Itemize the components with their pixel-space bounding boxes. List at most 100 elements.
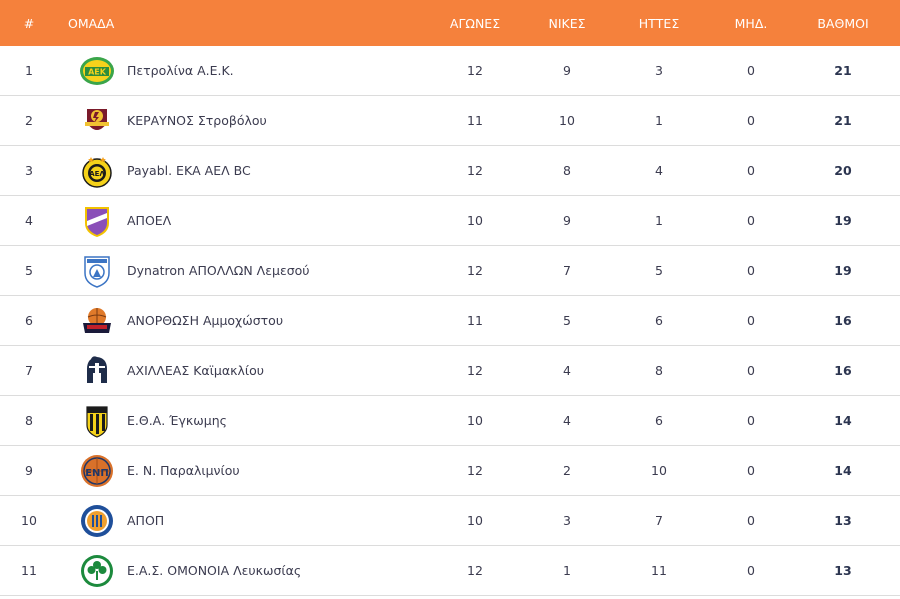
team-name: Ε. Ν. Παραλιμνίου xyxy=(127,463,240,478)
svg-text:ΕΝΠ: ΕΝΠ xyxy=(85,468,109,479)
team-cell: Dynatron ΑΠΟΛΛΩΝ Λεμεσού xyxy=(68,246,428,295)
row-losses: 3 xyxy=(655,63,663,78)
row-played: 12 xyxy=(467,63,483,78)
row-draws: 0 xyxy=(747,413,755,428)
row-points: 13 xyxy=(834,563,852,578)
row-wins: 4 xyxy=(563,363,571,378)
row-losses: 6 xyxy=(655,313,663,328)
team-name: Payabl. ΕΚΑ ΑΕΛ BC xyxy=(127,163,251,178)
row-played: 12 xyxy=(467,163,483,178)
team-cell: ΕΝΠ Ε. Ν. Παραλιμνίου xyxy=(68,446,428,495)
enp-logo-icon: ΕΝΠ xyxy=(81,454,113,487)
row-pos: 3 xyxy=(25,163,33,178)
row-draws: 0 xyxy=(747,163,755,178)
row-points: 20 xyxy=(834,163,852,178)
keravnos-logo-icon xyxy=(85,108,109,130)
row-points: 21 xyxy=(834,113,852,128)
row-pos: 1 xyxy=(25,63,33,78)
header-pos: # xyxy=(23,15,35,31)
table-row: 11 Ε.Α.Σ. ΟΜΟΝΟΙΑ Λευκωσίας 12 1 11 0 13 xyxy=(0,546,900,596)
row-losses: 1 xyxy=(655,113,663,128)
row-losses: 8 xyxy=(655,363,663,378)
row-points: 19 xyxy=(834,213,852,228)
team-cell: Ε.Θ.Α. Έγκωμης xyxy=(68,396,428,445)
row-pos: 10 xyxy=(21,513,37,528)
table-header: # ΟΜΑΔΑ ΑΓΩΝΕΣ ΝΙΚΕΣ ΗΤΤΕΣ ΜΗΔ. ΒΑΘΜΟΙ xyxy=(0,0,900,46)
row-wins: 5 xyxy=(563,313,571,328)
row-pos: 7 xyxy=(25,363,33,378)
row-losses: 6 xyxy=(655,413,663,428)
header-draws: ΜΗΔ. xyxy=(734,15,768,31)
row-wins: 1 xyxy=(563,563,571,578)
team-cell: ΑΠΟΠ xyxy=(68,496,428,545)
row-played: 12 xyxy=(467,363,483,378)
row-pos: 8 xyxy=(25,413,33,428)
row-pos: 2 xyxy=(25,113,33,128)
aek-larnaca-logo-icon: ΑΕΚ xyxy=(80,56,114,85)
row-pos: 4 xyxy=(25,213,33,228)
table-row: 5 Dynatron ΑΠΟΛΛΩΝ Λεμεσού 12 7 5 0 19 xyxy=(0,246,900,296)
row-losses: 5 xyxy=(655,263,663,278)
row-played: 10 xyxy=(467,213,483,228)
team-cell: Ε.Α.Σ. ΟΜΟΝΟΙΑ Λευκωσίας xyxy=(68,546,428,595)
row-losses: 4 xyxy=(655,163,663,178)
row-losses: 1 xyxy=(655,213,663,228)
table-row: 1 ΑΕΚ Πετρολίνα Α.Ε.Κ. 12 9 3 0 21 xyxy=(0,46,900,96)
team-cell: ΑΕΛ Payabl. ΕΚΑ ΑΕΛ BC xyxy=(68,146,428,195)
row-wins: 7 xyxy=(563,263,571,278)
row-points: 21 xyxy=(834,63,852,78)
team-name: ΑΝΟΡΘΩΣΗ Αμμοχώστου xyxy=(127,313,284,328)
row-played: 12 xyxy=(467,463,483,478)
row-draws: 0 xyxy=(747,113,755,128)
row-pos: 9 xyxy=(25,463,33,478)
team-name: Ε.Θ.Α. Έγκωμης xyxy=(127,413,227,428)
row-draws: 0 xyxy=(747,263,755,278)
row-draws: 0 xyxy=(747,63,755,78)
team-name: Dynatron ΑΠΟΛΛΩΝ Λεμεσού xyxy=(127,263,310,278)
team-name: ΑΠΟΠ xyxy=(127,513,165,528)
row-losses: 11 xyxy=(651,563,667,578)
row-points: 19 xyxy=(834,263,852,278)
row-draws: 0 xyxy=(747,563,755,578)
svg-text:ΑΕΛ: ΑΕΛ xyxy=(89,170,105,178)
team-cell: ΑΧΙΛΛΕΑΣ Καϊμακλίου xyxy=(68,346,428,395)
table-row: 2 ΚΕΡΑΥΝΟΣ Στροβόλου 11 10 1 0 21 xyxy=(0,96,900,146)
row-played: 11 xyxy=(467,313,483,328)
row-points: 13 xyxy=(834,513,852,528)
row-wins: 2 xyxy=(563,463,571,478)
row-draws: 0 xyxy=(747,513,755,528)
row-played: 12 xyxy=(467,563,483,578)
row-played: 11 xyxy=(467,113,483,128)
team-cell: ΑΕΚ Πετρολίνα Α.Ε.Κ. xyxy=(68,46,428,95)
team-cell: ΑΠΟΕΛ xyxy=(68,196,428,245)
row-pos: 6 xyxy=(25,313,33,328)
row-losses: 7 xyxy=(655,513,663,528)
table-row: 4 ΑΠΟΕΛ 10 9 1 0 19 xyxy=(0,196,900,246)
row-wins: 10 xyxy=(559,113,575,128)
row-wins: 8 xyxy=(563,163,571,178)
table-row: 6 ΑΝΟΡΘΩΣΗ Αμμοχώστου 11 5 6 0 16 xyxy=(0,296,900,346)
anorthosis-logo-icon xyxy=(83,307,111,333)
row-wins: 3 xyxy=(563,513,571,528)
table-row: 3 ΑΕΛ Payabl. ΕΚΑ ΑΕΛ BC 12 8 4 0 20 xyxy=(0,146,900,196)
row-wins: 9 xyxy=(563,213,571,228)
header-wins: ΝΙΚΕΣ xyxy=(548,15,586,31)
etha-logo-icon xyxy=(86,405,108,438)
row-draws: 0 xyxy=(747,213,755,228)
omonoia-logo-icon xyxy=(81,554,113,587)
apop-logo-icon xyxy=(81,504,113,537)
team-name: ΑΧΙΛΛΕΑΣ Καϊμακλίου xyxy=(127,363,264,378)
team-cell: ΑΝΟΡΘΩΣΗ Αμμοχώστου xyxy=(68,296,428,345)
ael-logo-icon: ΑΕΛ xyxy=(82,156,112,188)
row-played: 12 xyxy=(467,263,483,278)
team-name: ΚΕΡΑΥΝΟΣ Στροβόλου xyxy=(127,113,267,128)
row-played: 10 xyxy=(467,413,483,428)
row-points: 14 xyxy=(834,463,852,478)
achilleas-logo-icon xyxy=(87,355,107,383)
row-draws: 0 xyxy=(747,463,755,478)
header-points: ΒΑΘΜΟΙ xyxy=(817,15,869,31)
row-draws: 0 xyxy=(747,363,755,378)
table-row: 9 ΕΝΠ Ε. Ν. Παραλιμνίου 12 2 10 0 14 xyxy=(0,446,900,496)
row-draws: 0 xyxy=(747,313,755,328)
